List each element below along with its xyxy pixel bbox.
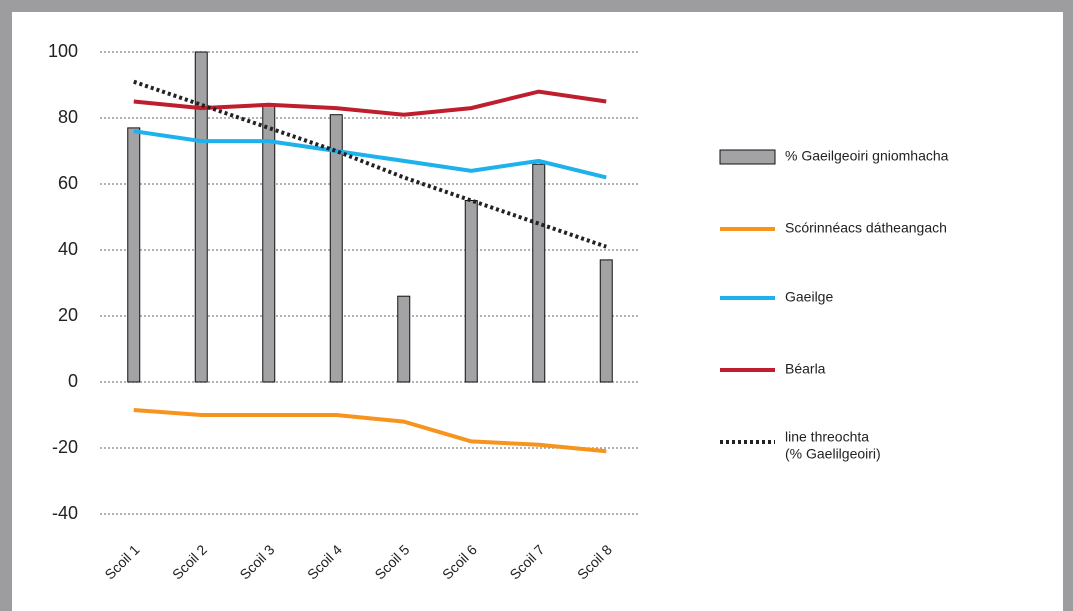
frame-left	[0, 0, 12, 611]
bar	[194, 51, 208, 383]
line	[133, 129, 607, 180]
legend-label: (% Gaelilgeoiri)	[785, 446, 881, 462]
bar	[397, 295, 411, 383]
y-tick-label: 20	[58, 305, 78, 325]
legend-swatch	[719, 149, 776, 165]
y-tick-label: 0	[68, 371, 78, 391]
y-tick-label: 60	[58, 173, 78, 193]
bar	[262, 104, 276, 383]
y-tick-label: -20	[52, 437, 78, 457]
frame-right	[1063, 0, 1073, 611]
line	[133, 89, 607, 117]
legend-label: Scórinnéacs dátheangach	[785, 220, 947, 236]
line	[133, 408, 607, 454]
y-tick-label: 80	[58, 107, 78, 127]
legend-label: line threochta	[785, 429, 869, 445]
legend-label: % Gaeilgeoiri gniomhacha	[785, 148, 949, 164]
y-tick-label: 100	[48, 41, 78, 61]
frame-top	[0, 0, 1073, 12]
y-tick-label: -40	[52, 503, 78, 523]
bar	[532, 163, 546, 383]
bar	[464, 200, 478, 383]
bar	[127, 127, 141, 383]
legend-label: Béarla	[785, 361, 826, 377]
bar	[329, 114, 343, 383]
y-tick-label: 40	[58, 239, 78, 259]
bar	[599, 259, 613, 383]
legend-label: Gaeilge	[785, 289, 833, 305]
